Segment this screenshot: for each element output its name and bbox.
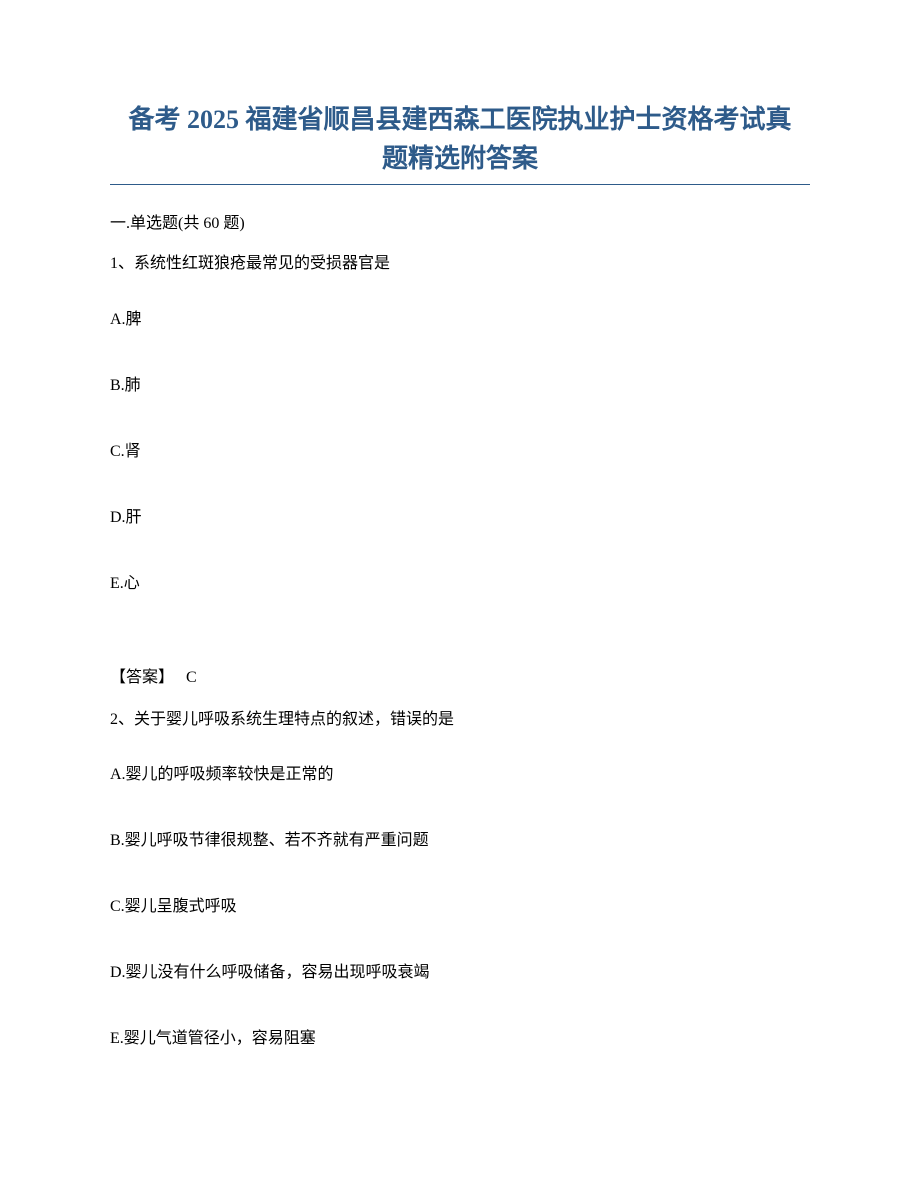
q2-option-c: C.婴儿呈腹式呼吸 [110, 892, 810, 916]
title-line-2: 题精选附答案 [382, 144, 538, 173]
section-count: 60 [203, 215, 219, 232]
q2-option-e: E.婴儿气道管径小，容易阻塞 [110, 1024, 810, 1048]
q1-option-e: E.心 [110, 569, 810, 593]
question-2-text: 关于婴儿呼吸系统生理特点的叙述，错误的是 [134, 711, 454, 728]
question-1-text: 系统性红斑狼疮最常见的受损器官是 [134, 255, 390, 272]
answer-label: 【答案】 [110, 669, 174, 686]
q1-option-b: B.肺 [110, 371, 810, 395]
document-title: 备考 2025 福建省顺昌县建西森工医院执业护士资格考试真 题精选附答案 [110, 100, 810, 178]
title-line-1: 备考 2025 福建省顺昌县建西森工医院执业护士资格考试真 [128, 105, 791, 134]
q2-option-b: B.婴儿呼吸节律很规整、若不齐就有严重问题 [110, 826, 810, 850]
q1-option-d: D.肝 [110, 503, 810, 527]
question-1: 1、系统性红斑狼疮最常见的受损器官是 [110, 251, 810, 277]
section-prefix: 一.单选题(共 [110, 215, 203, 232]
question-2-number: 2、 [110, 711, 134, 728]
q1-answer: 【答案】 C [110, 663, 810, 687]
q1-option-c: C.肾 [110, 437, 810, 461]
q2-option-d: D.婴儿没有什么呼吸储备，容易出现呼吸衰竭 [110, 958, 810, 982]
question-1-number: 1、 [110, 255, 134, 272]
question-2: 2、关于婴儿呼吸系统生理特点的叙述，错误的是 [110, 707, 810, 733]
q2-option-a: A.婴儿的呼吸频率较快是正常的 [110, 760, 810, 784]
title-underline [110, 184, 810, 185]
section-header: 一.单选题(共 60 题) [110, 209, 810, 233]
q1-option-a: A.脾 [110, 305, 810, 329]
section-suffix: 题) [219, 215, 244, 232]
answer-value: C [186, 669, 197, 686]
